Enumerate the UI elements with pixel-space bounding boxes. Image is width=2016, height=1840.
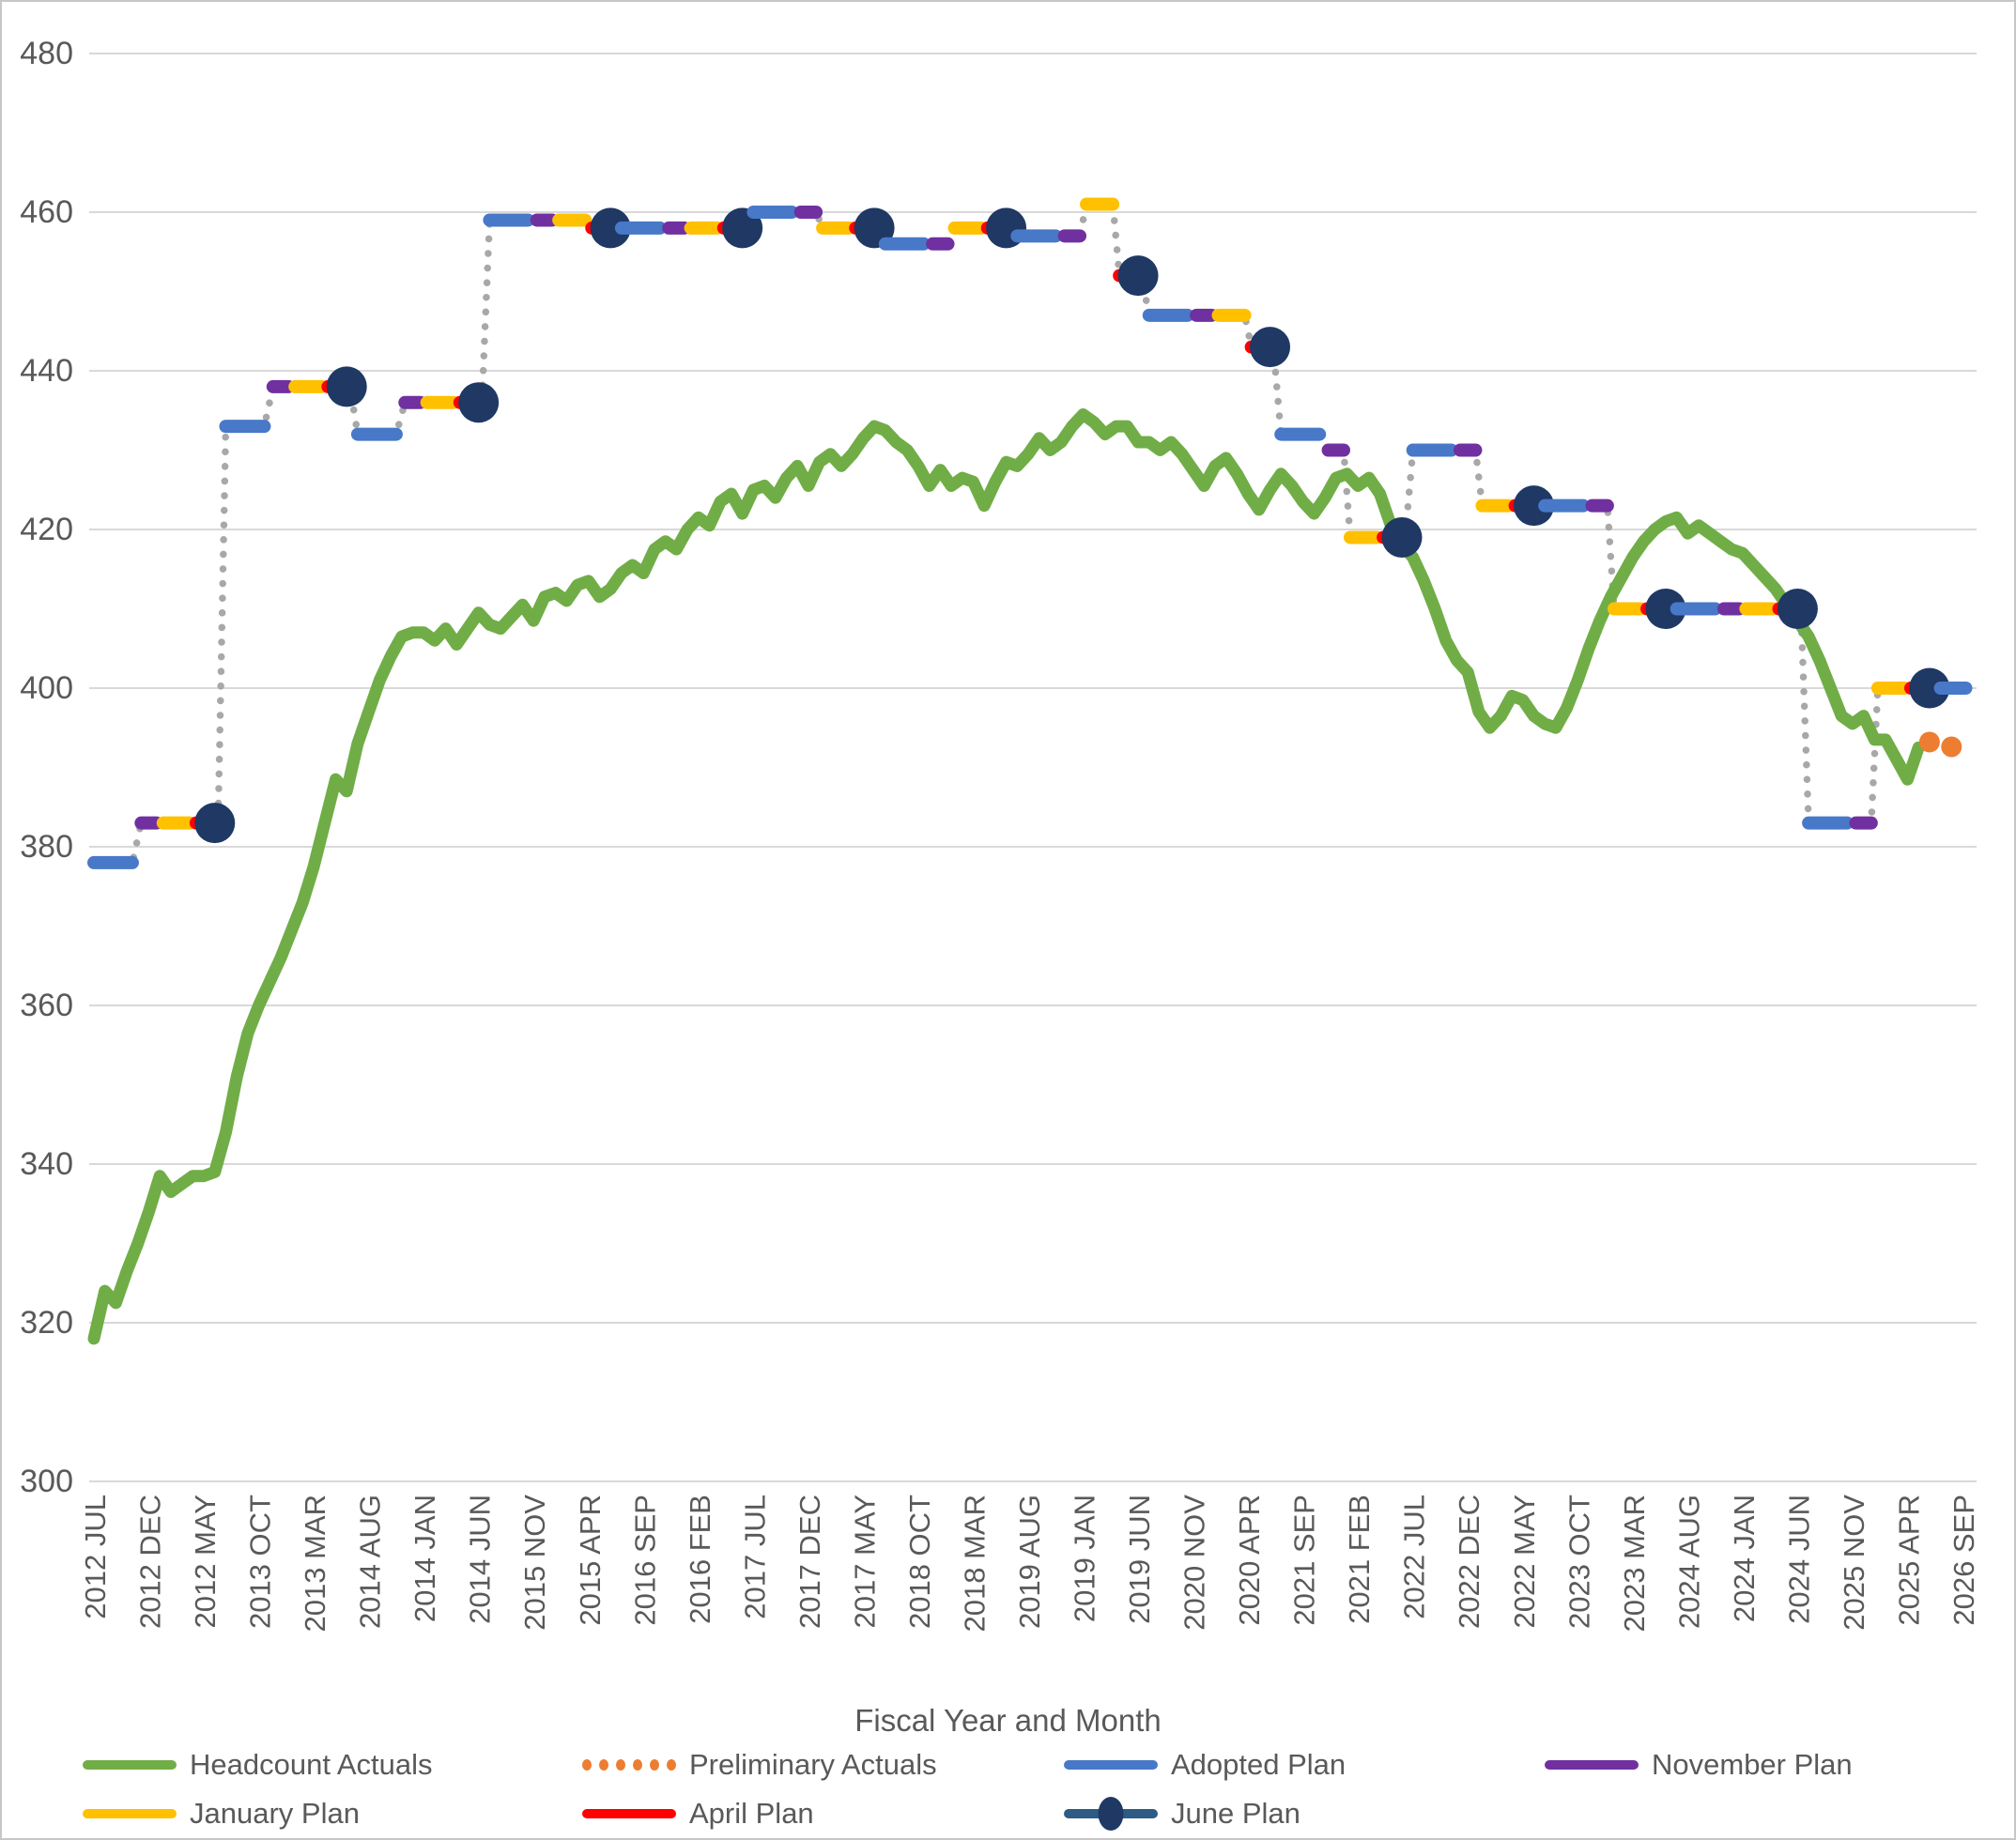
x-tick-label: 2012 DEC bbox=[134, 1495, 167, 1629]
june-plan-marker-fy2012[interactable] bbox=[194, 803, 236, 844]
x-tick-label: 2018 OCT bbox=[903, 1495, 936, 1629]
legend-label: November Plan bbox=[1652, 1748, 1853, 1781]
x-tick-label: 2017 JUL bbox=[738, 1495, 771, 1619]
june-plan-marker-fy2014[interactable] bbox=[458, 382, 500, 423]
june-plan-marker-fy2013[interactable] bbox=[326, 366, 367, 407]
april-plan-swatch-icon bbox=[582, 1809, 676, 1818]
preliminary-actuals-dot[interactable] bbox=[1941, 736, 1962, 758]
june-plan-swatch-icon bbox=[1064, 1795, 1158, 1832]
dotted-line-swatch-dot bbox=[616, 1759, 625, 1771]
x-tick-label: 2014 JUN bbox=[464, 1495, 497, 1624]
x-tick-label: 2022 MAY bbox=[1508, 1495, 1541, 1628]
legend-item-preliminary-actuals[interactable]: Preliminary Actuals bbox=[582, 1744, 937, 1786]
x-tick-label: 2022 DEC bbox=[1453, 1495, 1485, 1629]
x-tick-label: 2025 APR bbox=[1892, 1495, 1925, 1626]
x-tick-label: 2017 DEC bbox=[793, 1495, 826, 1629]
y-tick-label: 340 bbox=[20, 1146, 73, 1182]
june-plan-marker-fy2025[interactable] bbox=[1909, 667, 1950, 709]
dotted-line-swatch-dot bbox=[650, 1759, 659, 1771]
x-tick-label: 2022 JUL bbox=[1398, 1495, 1431, 1619]
x-tick-label: 2019 JUN bbox=[1123, 1495, 1156, 1624]
y-tick-label: 320 bbox=[20, 1305, 73, 1341]
x-axis-labels: 2012 JUL 2012 DEC 2012 MAY 2013 OCT 2013 MAR… bbox=[79, 1495, 1980, 1633]
x-tick-label: 2019 JAN bbox=[1069, 1495, 1101, 1622]
dotted-line-swatch-dot bbox=[667, 1759, 676, 1771]
dotted-line-swatch-dot bbox=[599, 1759, 608, 1771]
legend-label: Adopted Plan bbox=[1171, 1748, 1347, 1781]
x-tick-label: 2023 OCT bbox=[1562, 1495, 1595, 1629]
legend-item-headcount-actuals[interactable]: Headcount Actuals bbox=[83, 1744, 433, 1786]
x-tick-label: 2019 AUG bbox=[1013, 1495, 1046, 1629]
legend-item-november-plan[interactable]: November Plan bbox=[1545, 1744, 1853, 1786]
june-plan-marker-fy2019[interactable] bbox=[1117, 255, 1159, 297]
legend-label: Headcount Actuals bbox=[190, 1748, 433, 1781]
june-plan-marker-fy2024[interactable] bbox=[1777, 589, 1818, 629]
y-tick-label: 300 bbox=[20, 1464, 73, 1499]
x-tick-label: 2014 JAN bbox=[408, 1495, 441, 1622]
preliminary-actuals-dot[interactable] bbox=[1918, 731, 1940, 753]
x-tick-label: 2020 NOV bbox=[1178, 1495, 1211, 1631]
y-tick-label: 360 bbox=[20, 988, 73, 1023]
legend-item-april-plan[interactable]: April Plan bbox=[582, 1793, 814, 1834]
plan-segments bbox=[87, 197, 1973, 869]
june-plan-marker-fy2015[interactable] bbox=[590, 207, 631, 249]
legend-label: Preliminary Actuals bbox=[689, 1748, 937, 1781]
x-tick-label: 2024 AUG bbox=[1672, 1495, 1705, 1629]
preliminary-actuals-series[interactable] bbox=[1918, 731, 1962, 758]
legend-item-june-plan[interactable]: June Plan bbox=[1064, 1793, 1300, 1834]
x-tick-label: 2012 JUL bbox=[79, 1495, 112, 1619]
legend-label: June Plan bbox=[1171, 1797, 1300, 1830]
x-tick-label: 2016 FEB bbox=[684, 1495, 716, 1624]
x-tick-label: 2014 AUG bbox=[354, 1495, 387, 1629]
legend-item-adopted-plan[interactable]: Adopted Plan bbox=[1064, 1744, 1346, 1786]
headcount-actuals-line[interactable] bbox=[87, 408, 1925, 1345]
june-plan-marker-fy2023[interactable] bbox=[1645, 589, 1686, 629]
legend-label: January Plan bbox=[190, 1797, 360, 1830]
x-tick-label: 2021 SEP bbox=[1288, 1495, 1321, 1626]
x-tick-label: 2024 JUN bbox=[1782, 1495, 1815, 1624]
y-tick-label: 480 bbox=[20, 36, 73, 71]
x-axis-title: Fiscal Year and Month bbox=[854, 1703, 1162, 1738]
dotted-line-swatch-dot bbox=[633, 1759, 642, 1771]
x-tick-label: 2013 OCT bbox=[244, 1495, 277, 1629]
y-tick-label: 460 bbox=[20, 194, 73, 230]
november-plan-swatch-icon bbox=[1545, 1760, 1639, 1770]
x-tick-label: 2024 JAN bbox=[1728, 1495, 1761, 1622]
legend-item-january-plan[interactable]: January Plan bbox=[83, 1793, 360, 1834]
x-tick-label: 2017 MAY bbox=[848, 1495, 881, 1628]
june-plan-marker-fy2021[interactable] bbox=[1381, 516, 1423, 558]
x-tick-label: 2021 FEB bbox=[1343, 1495, 1376, 1624]
june-plan-marker-swatch bbox=[1098, 1797, 1124, 1831]
january-plan-swatch-icon bbox=[83, 1809, 177, 1818]
x-tick-label: 2012 MAY bbox=[189, 1495, 222, 1628]
headcount-actuals-swatch-icon bbox=[83, 1760, 177, 1770]
june-plan-marker-fy2022[interactable] bbox=[1513, 485, 1554, 527]
legend-label: April Plan bbox=[689, 1797, 814, 1830]
preliminary-actuals-swatch-icon bbox=[582, 1759, 676, 1771]
y-tick-label: 400 bbox=[20, 670, 73, 706]
x-tick-label: 2026 SEP bbox=[1947, 1495, 1980, 1626]
y-tick-label: 420 bbox=[20, 512, 73, 547]
june-plan-marker-fy2020[interactable] bbox=[1250, 327, 1291, 368]
y-tick-label: 380 bbox=[20, 829, 73, 865]
y-tick-label: 440 bbox=[20, 353, 73, 389]
x-tick-label: 2018 MAR bbox=[958, 1495, 991, 1632]
x-tick-label: 2023 MAR bbox=[1618, 1495, 1651, 1632]
x-tick-label: 2020 APR bbox=[1233, 1495, 1266, 1626]
adopted-plan-swatch-icon bbox=[1064, 1760, 1158, 1770]
x-tick-label: 2025 NOV bbox=[1838, 1495, 1870, 1631]
gridlines: 480 460 440 420 400 380 360 340 320 300 bbox=[20, 36, 1977, 1499]
x-tick-label: 2015 APR bbox=[574, 1495, 607, 1626]
x-tick-label: 2016 SEP bbox=[628, 1495, 661, 1626]
dotted-line-swatch-dot bbox=[582, 1759, 592, 1771]
x-tick-label: 2013 MAR bbox=[299, 1495, 331, 1632]
x-tick-label: 2015 NOV bbox=[518, 1495, 551, 1631]
